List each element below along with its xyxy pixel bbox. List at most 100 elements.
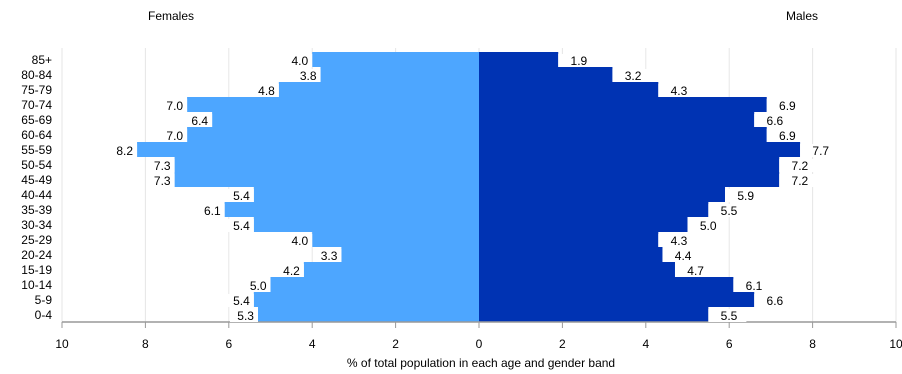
male-data-label: 6.9 [779,129,796,143]
females-series-label: Females [148,9,194,23]
male-data-label-bg [779,174,818,187]
female-data-label-bg [292,69,321,82]
female-bar [253,217,479,232]
female-data-label: 6.4 [191,114,208,128]
female-data-label: 7.0 [166,99,183,113]
female-data-label: 3.3 [321,249,338,263]
male-data-label-bg [779,159,818,172]
male-bar [479,217,688,232]
female-data-label-bg [109,144,138,157]
male-data-label-bg [658,234,697,247]
female-data-label-bg [313,249,342,262]
x-tick-label: 10 [55,337,69,351]
age-band-label: 10-14 [21,278,52,292]
age-band-label: 15-19 [21,263,52,277]
female-bar [312,232,479,247]
x-tick-label: 10 [889,337,902,351]
age-band-label: 85+ [32,53,52,67]
male-data-label-bg [708,204,747,217]
female-bar [320,67,479,82]
male-bar [479,52,559,67]
female-data-label: 7.3 [154,174,171,188]
female-data-label-bg [159,99,188,112]
male-data-label-bg [558,54,597,67]
female-data-label-bg [184,114,213,127]
x-tick-label: 6 [726,337,733,351]
female-data-label-bg [225,294,254,307]
age-band-label: 70-74 [21,98,52,112]
x-axis: 10 8 6 4 2 0 2 4 6 8 10 [55,321,902,351]
male-data-label: 1.9 [571,54,588,68]
female-bar [278,82,479,97]
female-data-label-bg [284,234,313,247]
female-data-label: 4.8 [258,84,275,98]
male-data-label: 6.9 [779,99,796,113]
age-band-label: 45-49 [21,173,52,187]
male-data-label-bg [658,84,697,97]
female-data-label: 7.0 [166,129,183,143]
female-bar [253,292,479,307]
female-data-label-bg [159,129,188,142]
male-data-label: 4.4 [675,249,692,263]
age-band-label: 50-54 [21,158,52,172]
male-data-label: 4.3 [671,84,688,98]
male-bar [479,97,767,112]
female-bar [224,202,479,217]
male-data-label-bg [733,279,772,292]
female-bar [137,142,479,157]
female-data-label: 4.0 [292,54,309,68]
female-bar [212,112,479,127]
female-data-label: 6.1 [204,204,221,218]
female-data-label: 5.4 [233,294,250,308]
male-bar [479,187,726,202]
age-band-label: 80-84 [21,68,52,82]
male-data-label: 6.1 [746,279,763,293]
female-data-label-bg [146,174,175,187]
female-bar [341,247,479,262]
female-data-label: 3.8 [300,69,317,83]
age-band-label: 20-24 [21,248,52,262]
male-bar [479,67,613,82]
female-bar [257,307,479,322]
male-data-label: 7.7 [812,144,829,158]
x-tick-label: 8 [809,337,816,351]
male-bar [479,292,755,307]
male-data-label: 7.2 [792,174,809,188]
male-bar [479,142,801,157]
data-labels: 4.0 1.9 3.8 3.2 4.8 4.3 7.0 6.9 6.4 6.6 7.0 6.9 8.2 7… [109,54,839,323]
female-data-label-bg [275,264,304,277]
males-series-label: Males [786,9,818,23]
male-bar [479,247,663,262]
male-bar [479,112,755,127]
x-tick-label: 8 [142,337,149,351]
female-data-label-bg [229,309,258,322]
male-bar [479,172,780,187]
y-axis-labels: 85+80-8475-7970-7465-6960-6455-5950-5445… [21,53,52,322]
male-data-label: 3.2 [625,69,642,83]
female-data-label: 5.4 [233,189,250,203]
male-bar [479,157,780,172]
female-bar [303,262,479,277]
female-bar [312,52,479,67]
female-bar [187,97,479,112]
male-data-label: 6.6 [767,294,784,308]
age-band-label: 55-59 [21,143,52,157]
x-tick-label: 2 [559,337,566,351]
x-tick-label: 2 [392,337,399,351]
male-bar [479,277,734,292]
male-data-label-bg [612,69,651,82]
male-data-label-bg [754,294,793,307]
male-data-label: 5.5 [721,204,738,218]
x-tick-label: 6 [225,337,232,351]
bars [137,52,801,322]
male-data-label-bg [766,129,805,142]
male-data-label: 4.3 [671,234,688,248]
male-bar [479,307,709,322]
age-band-label: 40-44 [21,188,52,202]
female-data-label-bg [146,159,175,172]
female-bar [270,277,479,292]
female-data-label: 5.0 [250,279,267,293]
female-data-label-bg [284,54,313,67]
female-data-label: 4.2 [283,264,300,278]
